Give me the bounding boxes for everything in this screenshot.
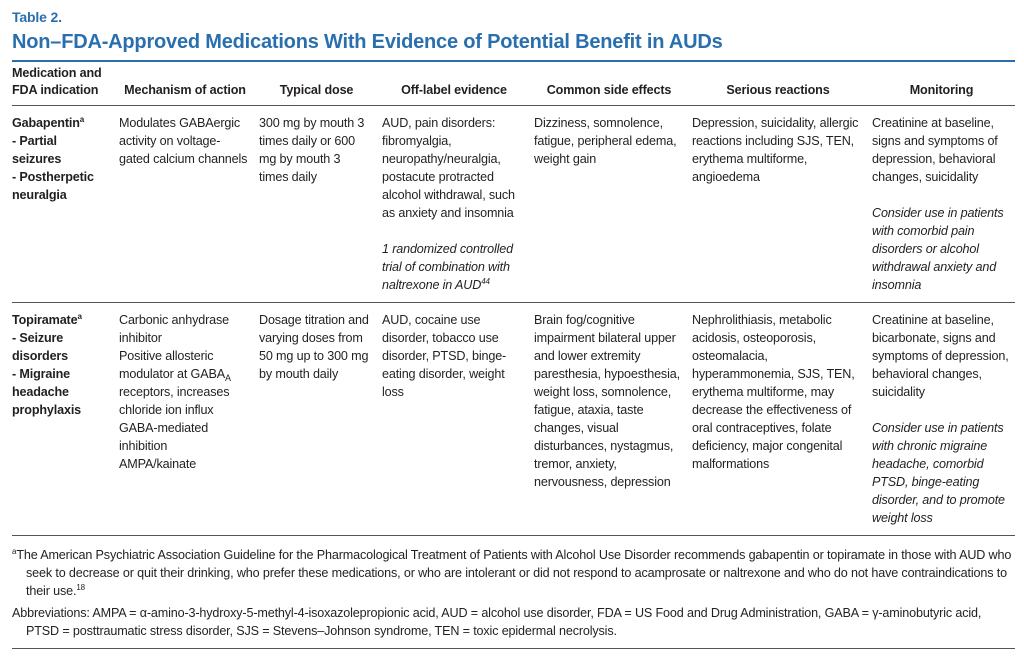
table-cell: AUD, cocaine use disorder, tobacco use d… bbox=[378, 302, 530, 536]
table-row: Topiramatea - Seizure disorders - Migraine… bbox=[12, 302, 1015, 536]
table-cell: Nephrolithiasis, metabolic acidosis, ost… bbox=[688, 302, 868, 536]
text-run: Modulates GABAergic activity on voltage-… bbox=[119, 116, 248, 166]
cell-paragraph: AMPA/kainate bbox=[119, 455, 249, 473]
table-cell: Topiramatea - Seizure disorders - Migraine… bbox=[12, 302, 115, 536]
subscript: A bbox=[224, 373, 231, 383]
cell-paragraph: AUD, cocaine use disorder, tobacco use d… bbox=[382, 311, 524, 401]
table-cell: Dizziness, somnolence, fatigue, peripher… bbox=[530, 105, 688, 303]
text-run: AMPA/kainate bbox=[119, 457, 197, 471]
cell-paragraph: Brain fog/cognitive impairment bilateral… bbox=[534, 311, 682, 491]
column-header: Typical dose bbox=[255, 62, 378, 106]
text-run: Positive allosteric modulator at GABA bbox=[119, 349, 225, 381]
text-run: Topiramate bbox=[12, 313, 78, 327]
text-run: Creatinine at baseline, bicarbonate, sig… bbox=[872, 313, 1009, 399]
cell-paragraph: Consider use in patients with comorbid p… bbox=[872, 204, 1009, 294]
cell-paragraph: Dosage titration and varying doses from … bbox=[259, 311, 372, 383]
column-header: Off-label evidence bbox=[378, 62, 530, 106]
cell-paragraph: Gabapentina bbox=[12, 114, 109, 132]
cell-paragraph: - Seizure disorders bbox=[12, 329, 109, 365]
table-cell: AUD, pain disorders: fibromyalgia, neuro… bbox=[378, 105, 530, 303]
cell-paragraph: Carbonic anhydrase inhibitor bbox=[119, 311, 249, 347]
text-run: Consider use in patients with comorbid p… bbox=[872, 206, 1004, 292]
footnote: Abbreviations: AMPA = α-amino-3-hydroxy-… bbox=[12, 604, 1015, 640]
cell-paragraph: Depression, suicidality, allergic reacti… bbox=[692, 114, 862, 186]
text-run: 300 mg by mouth 3 times daily or 600 mg … bbox=[259, 116, 365, 184]
text-run: AUD, cocaine use disorder, tobacco use d… bbox=[382, 313, 507, 399]
text-run: Nephrolithiasis, metabolic acidosis, ost… bbox=[692, 313, 855, 471]
text-run: Depression, suicidality, allergic reacti… bbox=[692, 116, 859, 184]
table-cell: Depression, suicidality, allergic reacti… bbox=[688, 105, 868, 303]
table-row: Gabapentina - Partial seizures - Postherpe… bbox=[12, 105, 1015, 303]
table-label: Table 2. bbox=[12, 9, 62, 25]
cell-paragraph: Nephrolithiasis, metabolic acidosis, ost… bbox=[692, 311, 862, 473]
text-run: Dosage titration and varying doses from … bbox=[259, 313, 369, 381]
text-run: The American Psychiatric Association Gui… bbox=[16, 548, 1012, 598]
cell-paragraph: Creatinine at baseline, bicarbonate, sig… bbox=[872, 311, 1009, 401]
cell-paragraph: 300 mg by mouth 3 times daily or 600 mg … bbox=[259, 114, 372, 186]
cell-paragraph: AUD, pain disorders: fibromyalgia, neuro… bbox=[382, 114, 524, 222]
cell-paragraph: - Partial seizures bbox=[12, 132, 109, 168]
column-header: Common side effects bbox=[530, 62, 688, 106]
cell-paragraph: Creatinine at baseline, signs and sympto… bbox=[872, 114, 1009, 186]
text-run: receptors, increases chloride ion influx… bbox=[119, 385, 230, 453]
text-run: Abbreviations: AMPA = α-amino-3-hydroxy-… bbox=[12, 606, 982, 638]
cell-paragraph: - Postherpetic neuralgia bbox=[12, 168, 109, 204]
column-header: Mechanism of action bbox=[115, 62, 255, 106]
superscript: 18 bbox=[76, 583, 85, 592]
cell-paragraph: Consider use in patients with chronic mi… bbox=[872, 419, 1009, 527]
text-run: - Seizure disorders bbox=[12, 331, 69, 363]
superscript: a bbox=[12, 547, 17, 556]
cell-paragraph: Modulates GABAergic activity on voltage-… bbox=[119, 114, 249, 168]
text-run: Brain fog/cognitive impairment bilateral… bbox=[534, 313, 680, 489]
table-cell: Modulates GABAergic activity on voltage-… bbox=[115, 105, 255, 303]
cell-paragraph: - Migraine headache prophylaxis bbox=[12, 365, 109, 419]
superscript: 44 bbox=[481, 277, 490, 286]
text-run: Gabapentin bbox=[12, 116, 80, 130]
superscript: a bbox=[79, 115, 85, 124]
header-row: Medication and FDA indication Mechanism o… bbox=[12, 62, 1015, 106]
table-cell: Gabapentina - Partial seizures - Postherpe… bbox=[12, 105, 115, 303]
footnote: aThe American Psychiatric Association Gu… bbox=[12, 546, 1015, 600]
text-run: AUD, pain disorders: fibromyalgia, neuro… bbox=[382, 116, 515, 220]
text-run: Dizziness, somnolence, fatigue, peripher… bbox=[534, 116, 677, 166]
text-run: Consider use in patients with chronic mi… bbox=[872, 421, 1005, 525]
superscript: a bbox=[77, 312, 82, 321]
table-cell: Carbonic anhydrase inhibitor Positive all… bbox=[115, 302, 255, 536]
cell-paragraph: Topiramatea bbox=[12, 311, 109, 329]
text-run: - Postherpetic neuralgia bbox=[12, 170, 94, 202]
cell-paragraph: Dizziness, somnolence, fatigue, peripher… bbox=[534, 114, 682, 168]
table-cell: Creatinine at baseline, bicarbonate, sig… bbox=[868, 302, 1015, 536]
text-run: Creatinine at baseline, signs and sympto… bbox=[872, 116, 998, 184]
text-run: - Migraine headache prophylaxis bbox=[12, 367, 82, 417]
cell-paragraph: 1 randomized controlled trial of combina… bbox=[382, 240, 524, 294]
column-header: Medication and FDA indication bbox=[12, 62, 115, 106]
text-run: 1 randomized controlled trial of combina… bbox=[382, 242, 513, 292]
footnotes: aThe American Psychiatric Association Gu… bbox=[12, 546, 1015, 649]
document: Table 2. Non–FDA-Approved Medications Wi… bbox=[12, 6, 1015, 649]
table-body: Gabapentina - Partial seizures - Postherpe… bbox=[12, 105, 1015, 536]
table-cell: Dosage titration and varying doses from … bbox=[255, 302, 378, 536]
text-run: - Partial seizures bbox=[12, 134, 62, 166]
cell-paragraph: Positive allosteric modulator at GABAA r… bbox=[119, 347, 249, 455]
text-run: Carbonic anhydrase inhibitor bbox=[119, 313, 230, 345]
table-title: Non–FDA-Approved Medications With Eviden… bbox=[12, 28, 1015, 62]
table-cell: Brain fog/cognitive impairment bilateral… bbox=[530, 302, 688, 536]
table-cell: Creatinine at baseline, signs and sympto… bbox=[868, 105, 1015, 303]
table: Medication and FDA indication Mechanism o… bbox=[12, 62, 1015, 536]
table-cell: 300 mg by mouth 3 times daily or 600 mg … bbox=[255, 105, 378, 303]
column-header: Monitoring bbox=[868, 62, 1015, 106]
column-header: Serious reactions bbox=[688, 62, 868, 106]
